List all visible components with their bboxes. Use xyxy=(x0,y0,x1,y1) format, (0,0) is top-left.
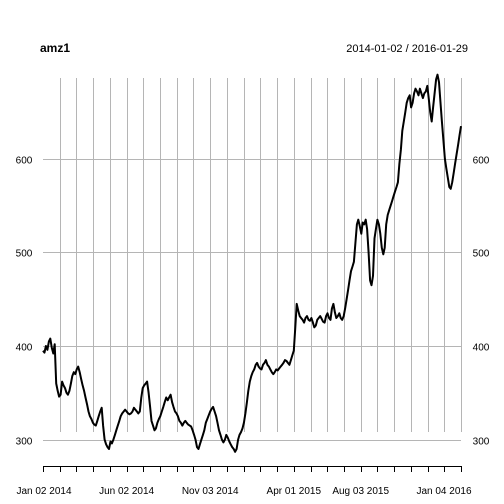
y-tick-label: 400 xyxy=(473,343,490,354)
y-tick-label: 500 xyxy=(473,249,490,260)
y-tick-label: 600 xyxy=(16,156,33,167)
y-axis-right-labels: 300 400 500 600 xyxy=(473,156,490,448)
x-tick-label: Jun 02 2014 xyxy=(99,486,154,497)
x-tick-label: Jan 04 2016 xyxy=(416,486,471,497)
series-line xyxy=(42,73,462,453)
x-tick-label: Jan 02 2014 xyxy=(16,486,71,497)
y-tick-label: 300 xyxy=(16,437,33,448)
vertical-grid xyxy=(60,78,462,432)
x-tick-label: Apr 01 2015 xyxy=(267,486,322,497)
x-axis: Jan 02 2014 Jun 02 2014 Nov 03 2014 Apr 01 … xyxy=(16,466,472,497)
horizontal-grid xyxy=(43,159,461,441)
chart-date-range: 2014-01-02 / 2016-01-29 xyxy=(346,43,468,55)
y-tick-label: 400 xyxy=(16,343,33,354)
y-tick-label: 300 xyxy=(473,437,490,448)
y-tick-label: 500 xyxy=(16,249,33,260)
y-axis-left-labels: 300 400 500 600 xyxy=(16,156,33,448)
x-tick-label: Aug 03 2015 xyxy=(332,486,389,497)
y-tick-label: 600 xyxy=(473,156,490,167)
chart-title: amz1 xyxy=(40,41,70,55)
x-tick-label: Nov 03 2014 xyxy=(182,486,239,497)
